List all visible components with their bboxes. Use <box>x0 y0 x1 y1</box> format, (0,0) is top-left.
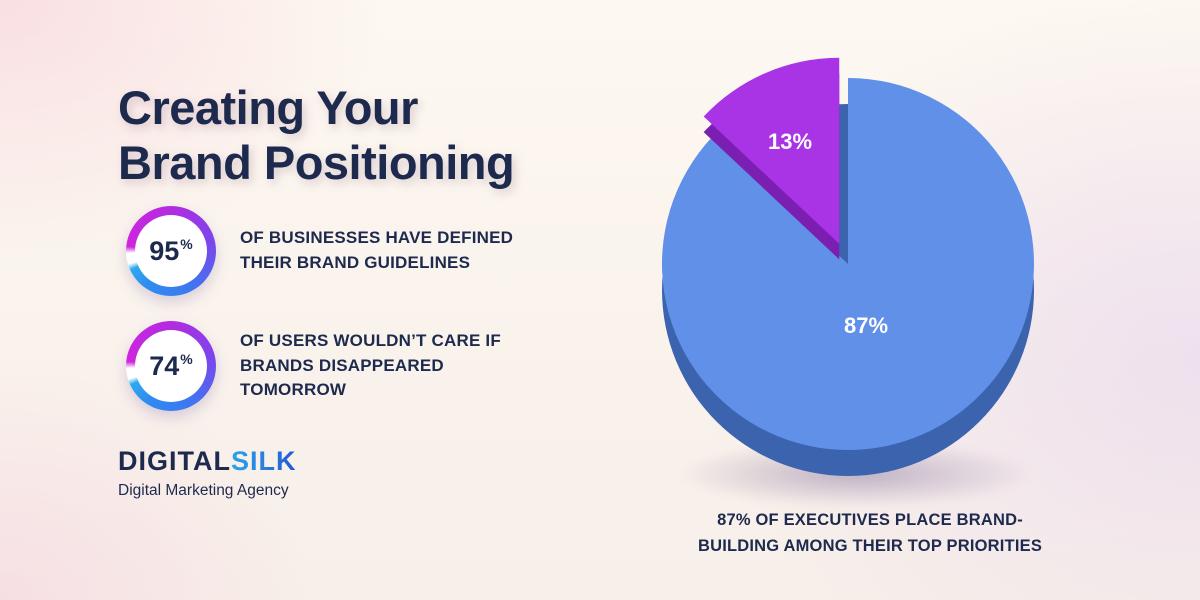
stat-ring-95: 95% <box>126 206 216 296</box>
logo-word-silk: SILK <box>230 446 297 476</box>
page-title: Creating Your Brand Positioning <box>118 81 515 191</box>
stat-number: 74 <box>149 350 180 381</box>
pie-slice-blue <box>661 78 1034 451</box>
stat-ring-74: 74% <box>126 321 216 411</box>
title-line-2: Brand Positioning <box>118 136 515 190</box>
stat-number: 95 <box>149 235 180 266</box>
stat-users: 74% OF USERS WOULDN’T CARE IF BRANDS DIS… <box>126 321 542 411</box>
stat-value-74: 74% <box>135 330 207 402</box>
percent-sign: % <box>180 351 193 367</box>
pie-chart: 87% 13% <box>638 52 1062 522</box>
pie-label-blue: 87% <box>844 313 888 338</box>
pie-slice-purple <box>703 57 840 244</box>
stat-label-businesses: OF BUSINESSES HAVE DEFINED THEIR BRAND G… <box>240 228 514 272</box>
digitalsilk-logo: DIGITALSILK Digital Marketing Agency <box>118 446 297 500</box>
logo-wordmark: DIGITALSILK <box>118 446 297 477</box>
stat-value-95: 95% <box>135 215 207 287</box>
pie-label-purple: 13% <box>768 129 812 154</box>
title-line-1: Creating Your <box>118 81 418 135</box>
pie-slices-group <box>661 57 1034 476</box>
stat-businesses: 95% OF BUSINESSES HAVE DEFINED THEIR BRA… <box>126 206 542 296</box>
pie-svg: 87% 13% <box>661 57 1034 476</box>
logo-tagline: Digital Marketing Agency <box>118 482 289 499</box>
stat-label-users: OF USERS WOULDN’T CARE IF BRANDS DISAPPE… <box>240 331 501 400</box>
logo-word-digital: DIGITAL <box>118 446 231 476</box>
chart-caption-line-2: BUILDING AMONG THEIR TOP PRIORITIES <box>697 536 1043 555</box>
chart-caption: 87% OF EXECUTIVES PLACE BRAND- BUILDING … <box>640 508 1100 559</box>
percent-sign: % <box>180 236 193 252</box>
chart-caption-line-1: 87% OF EXECUTIVES PLACE BRAND- <box>717 511 1023 529</box>
